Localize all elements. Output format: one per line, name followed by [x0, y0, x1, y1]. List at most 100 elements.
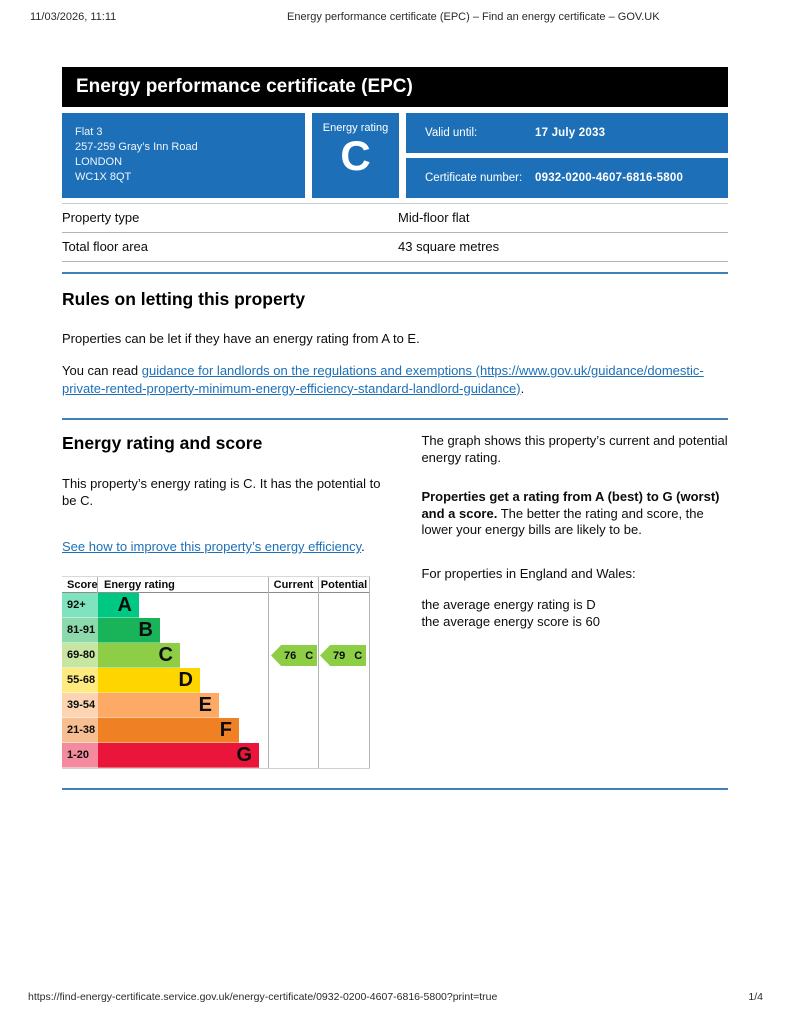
epc-chart-body: 92+ A 81-91 B 69-80 C 55-68 D 39-54 E 21-38 F 1-20 G 7…	[62, 593, 370, 769]
potential-column-cell	[319, 643, 370, 668]
band-score-range: 81-91	[62, 618, 98, 643]
chart-header-current: Current	[269, 577, 319, 593]
epc-chart-header: Score Energy rating Current Potential	[62, 576, 370, 593]
current-rating-arrow: 76 C	[271, 645, 317, 666]
band-score-range: 39-54	[62, 693, 98, 718]
band-bar-cell: E	[98, 693, 269, 718]
rating-left-column: Energy rating and score This property’s …	[62, 433, 393, 769]
property-address: Flat 3 257-259 Gray’s Inn Road LONDON WC…	[62, 113, 305, 198]
section-divider	[62, 418, 728, 420]
certificate-number-box: Certificate number: 0932-0200-4607-6816-…	[406, 158, 728, 198]
potential-column-cell	[319, 718, 370, 743]
rating-scale-paragraph: Properties get a rating from A (best) to…	[421, 489, 728, 539]
energy-rating-box: Energy rating C	[312, 113, 399, 198]
current-column-cell	[269, 693, 319, 718]
epc-band-row-g: 1-20 G	[62, 743, 370, 768]
potential-column-cell	[319, 693, 370, 718]
rating-heading: Energy rating and score	[62, 433, 263, 453]
certificate-summary: Flat 3 257-259 Gray’s Inn Road LONDON WC…	[62, 113, 728, 198]
chart-header-energy-rating: Energy rating	[98, 577, 269, 593]
rules-heading: Rules on letting this property	[62, 289, 306, 309]
energy-rating-section: Energy rating and score This property’s …	[62, 433, 728, 769]
property-details-table: Property type Mid-floor flat Total floor…	[62, 203, 728, 262]
band-bar-f: F	[98, 718, 239, 743]
band-bar-b: B	[98, 618, 160, 643]
print-doc-title: Energy performance certificate (EPC) – F…	[287, 11, 660, 23]
floor-area-value: 43 square metres	[398, 232, 728, 262]
potential-rating-arrow: 79 C	[320, 645, 366, 666]
section-divider	[62, 272, 728, 274]
valid-until-label: Valid until:	[425, 127, 478, 139]
floor-area-label: Total floor area	[62, 232, 398, 262]
epc-band-row-b: 81-91 B	[62, 618, 370, 643]
rating-scale-bold: Properties get a rating from A (best) to…	[421, 489, 720, 521]
address-line-2: 257-259 Gray’s Inn Road	[75, 141, 198, 153]
band-score-range: 92+	[62, 593, 98, 618]
epc-band-row-c: 69-80 C	[62, 643, 370, 668]
potential-column-cell	[319, 618, 370, 643]
band-bar-g: G	[98, 743, 259, 768]
link-suffix: .	[361, 539, 365, 554]
current-column-cell	[269, 743, 319, 768]
certificate-details: Valid until: 17 July 2033 Certificate nu…	[406, 113, 728, 198]
potential-column-cell	[319, 668, 370, 693]
table-row: Total floor area 43 square metres	[62, 232, 728, 262]
rating-summary-paragraph: This property’s energy rating is C. It h…	[62, 476, 381, 508]
certificate-number-value: 0932-0200-4607-6816-5800	[535, 172, 684, 184]
browser-print-footer: https://find-energy-certificate.service.…	[28, 991, 763, 1003]
band-score-range: 69-80	[62, 643, 98, 668]
property-type-value: Mid-floor flat	[398, 203, 728, 233]
band-bar-cell: D	[98, 668, 269, 693]
band-bar-cell: F	[98, 718, 269, 743]
band-score-range: 55-68	[62, 668, 98, 693]
averages-paragraph: the average energy rating is D the avera…	[421, 597, 728, 630]
chart-header-potential: Potential	[319, 577, 370, 593]
certificate-number-label: Certificate number:	[425, 172, 523, 184]
potential-column-cell	[319, 593, 370, 618]
landlord-guidance-link[interactable]: guidance for landlords on the regulation…	[62, 363, 704, 396]
print-url: https://find-energy-certificate.service.…	[28, 991, 498, 1003]
guidance-suffix: .	[520, 380, 525, 396]
address-line-3: LONDON	[75, 156, 123, 168]
property-type-label: Property type	[62, 203, 398, 233]
address-line-4: WC1X 8QT	[75, 171, 132, 183]
improve-efficiency-link[interactable]: See how to improve this property’s energ…	[62, 539, 362, 554]
average-rating-line: the average energy rating is D	[421, 597, 596, 612]
chart-header-score: Score	[62, 577, 98, 593]
current-column-cell	[269, 718, 319, 743]
rating-scale-rest: The better the rating and score, the low…	[421, 505, 704, 538]
print-page-number: 1/4	[748, 991, 763, 1003]
epc-rating-chart: Score Energy rating Current Potential 92…	[62, 576, 370, 769]
epc-band-row-a: 92+ A	[62, 593, 370, 618]
energy-rating-value: C	[340, 132, 371, 179]
rating-right-column: The graph shows this property’s current …	[421, 433, 728, 630]
graph-explainer-paragraph: The graph shows this property’s current …	[421, 433, 728, 465]
valid-until-value: 17 July 2033	[535, 127, 606, 139]
rules-guidance-paragraph: You can read guidance for landlords on t…	[62, 362, 724, 397]
current-score: 76	[284, 649, 297, 662]
epc-band-row-d: 55-68 D	[62, 668, 370, 693]
current-letter: C	[305, 649, 314, 662]
england-wales-paragraph: For properties in England and Wales:	[421, 565, 636, 581]
band-bar-d: D	[98, 668, 200, 693]
band-bar-cell: A	[98, 593, 269, 618]
current-column-cell	[269, 618, 319, 643]
address-line-1: Flat 3	[75, 126, 103, 138]
guidance-prefix: You can read	[62, 363, 142, 378]
band-bar-a: A	[98, 593, 139, 618]
epc-band-row-f: 21-38 F	[62, 718, 370, 743]
potential-score: 79	[333, 649, 346, 662]
table-row: Property type Mid-floor flat	[62, 203, 728, 233]
average-score-line: the average energy score is 60	[421, 613, 600, 629]
current-column-cell	[269, 643, 319, 668]
band-bar-cell: G	[98, 743, 269, 768]
band-score-range: 21-38	[62, 718, 98, 743]
current-column-cell	[269, 668, 319, 693]
band-bar-e: E	[98, 693, 219, 718]
epc-band-row-e: 39-54 E	[62, 693, 370, 718]
section-divider	[62, 788, 728, 790]
valid-until-box: Valid until: 17 July 2033	[406, 113, 728, 153]
band-bar-cell: C	[98, 643, 269, 668]
current-column-cell	[269, 593, 319, 618]
